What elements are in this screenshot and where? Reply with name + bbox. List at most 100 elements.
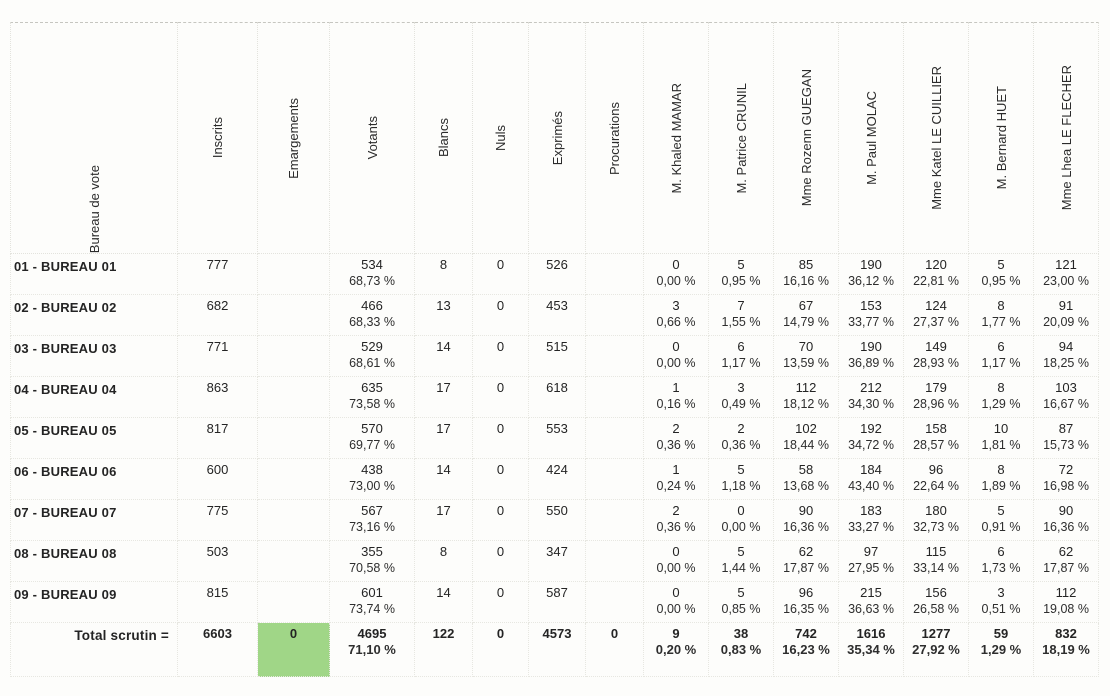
cell-candidate-3: 153 33,77 % [839,295,904,336]
cell-percentage: 0,83 % [720,642,762,657]
cell-value: 149 [925,339,947,354]
cell-value: 122 [432,626,455,641]
cell-blancs: 8 [415,254,473,295]
cell-value: 438 [361,462,383,477]
column-header-label: Mme Lhea LE FLECHER [1058,65,1074,211]
cell-candidate-2: 742 16,23 % [774,623,839,677]
cell-percentage: 73,16 % [349,520,395,534]
cell-value: 2 [672,503,680,518]
cell-value: 5 [997,503,1005,518]
cell-value: 0 [496,626,505,641]
cell-percentage: 27,37 % [913,315,959,329]
cell-percentage: 16,36 % [783,520,829,534]
cell-percentage: 36,89 % [848,356,894,370]
cell-value: 14 [436,339,451,354]
cell-percentage: 68,33 % [349,315,395,329]
column-header-label: M. Patrice CRUNIL [733,82,749,194]
cell-percentage: 70,58 % [349,561,395,575]
cell-percentage: 0,36 % [721,438,761,452]
bureau-row-label: 06 - BUREAU 06 [10,459,178,500]
cell-votants: 466 68,33 % [330,295,415,336]
column-header-blancs: Blancs [415,22,473,254]
cell-value: 567 [361,503,383,518]
cell-percentage: 33,27 % [848,520,894,534]
column-header-label: Votants [364,116,380,160]
cell-percentage: 73,00 % [349,479,395,493]
cell-nuls: 0 [473,377,529,418]
cell-percentage: 0,66 % [656,315,696,329]
cell-value: 102 [795,421,817,436]
column-header-candidate-molac: M. Paul MOLAC [839,22,904,254]
cell-percentage: 0,24 % [656,479,696,493]
cell-candidate-2: 70 13,59 % [774,336,839,377]
cell-percentage: 18,44 % [783,438,829,452]
cell-value: 87 [1058,421,1074,436]
column-header-label: Emargements [286,97,301,179]
cell-percentage: 68,61 % [349,356,395,370]
cell-percentage: 16,23 % [782,642,830,657]
cell-value: 156 [925,585,947,600]
column-header-procurations: Procurations [586,22,644,254]
column-header-label: M. Bernard HUET [993,86,1009,190]
cell-candidate-1: 0 0,00 % [709,500,774,541]
bureau-row-label: 02 - BUREAU 02 [10,295,178,336]
cell-percentage: 1,44 % [721,561,761,575]
cell-value: 0 [672,257,680,272]
cell-value: 96 [798,585,814,600]
cell-percentage: 68,73 % [349,274,395,288]
cell-percentage: 35,34 % [847,642,895,657]
cell-candidate-6: 87 15,73 % [1034,418,1099,459]
cell-blancs: 17 [415,500,473,541]
cell-votants: 529 68,61 % [330,336,415,377]
cell-votants: 4695 71,10 % [330,623,415,677]
cell-value: 97 [863,544,879,559]
cell-percentage: 22,64 % [913,479,959,493]
cell-candidate-6: 121 23,00 % [1034,254,1099,295]
cell-percentage: 33,77 % [848,315,894,329]
column-header-candidate-le-cuillier: Mme Katel LE CUILLIER [904,22,969,254]
cell-value: 103 [1055,380,1077,395]
cell-candidate-3: 215 36,63 % [839,582,904,623]
cell-candidate-0: 2 0,36 % [644,418,709,459]
cell-votants: 570 69,77 % [330,418,415,459]
cell-candidate-2: 90 16,36 % [774,500,839,541]
cell-percentage: 0,95 % [721,274,761,288]
cell-value: 3 [997,585,1005,600]
column-header-label: M. Khaled MAMAR [668,82,684,194]
cell-inscrits: 771 [178,336,258,377]
cell-value: 0 [496,421,505,436]
cell-value: 90 [798,503,814,518]
cell-percentage: 27,92 % [912,642,960,657]
cell-value: 190 [860,257,882,272]
cell-candidate-5: 3 0,51 % [969,582,1034,623]
cell-value: 515 [546,339,568,354]
cell-candidate-6: 90 16,36 % [1034,500,1099,541]
bureau-row-label: 03 - BUREAU 03 [10,336,178,377]
cell-votants: 567 73,16 % [330,500,415,541]
cell-percentage: 18,25 % [1043,356,1089,370]
cell-percentage: 0,00 % [656,356,696,370]
cell-candidate-0: 1 0,16 % [644,377,709,418]
cell-candidate-6: 91 20,09 % [1034,295,1099,336]
cell-value: 0 [610,626,619,641]
cell-percentage: 1,29 % [980,642,1022,657]
column-header-label: Mme Katel LE CUILLIER [928,66,944,210]
cell-percentage: 17,87 % [1043,561,1089,575]
cell-value: 618 [546,380,568,395]
cell-candidate-3: 190 36,12 % [839,254,904,295]
cell-percentage: 1,55 % [721,315,761,329]
cell-percentage: 16,67 % [1043,397,1089,411]
cell-exprimes: 424 [529,459,586,500]
cell-candidate-5: 8 1,29 % [969,377,1034,418]
cell-nuls: 0 [473,623,529,677]
cell-procurations [586,295,644,336]
cell-percentage: 1,89 % [981,479,1021,493]
cell-candidate-1: 7 1,55 % [709,295,774,336]
cell-percentage: 0,00 % [656,561,696,575]
cell-emargements [258,254,330,295]
cell-procurations [586,377,644,418]
cell-value: 215 [860,585,882,600]
cell-percentage: 0,16 % [656,397,696,411]
total-row-label: Total scrutin = [10,623,178,677]
